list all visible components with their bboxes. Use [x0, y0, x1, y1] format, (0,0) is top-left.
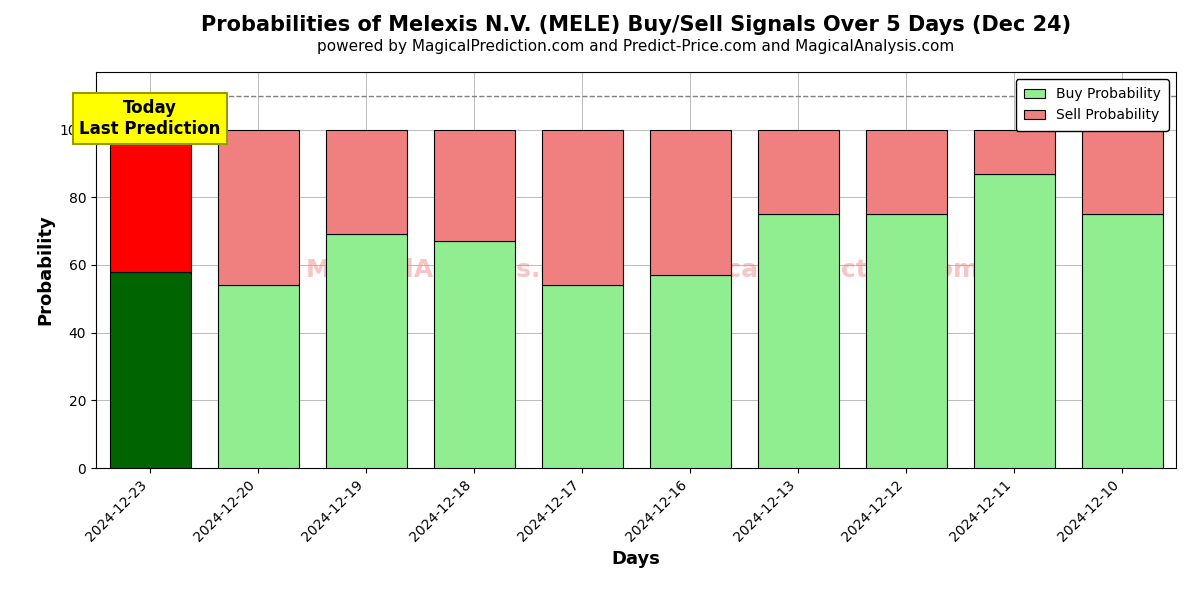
Bar: [325, 235, 407, 468]
Bar: [541, 285, 623, 468]
Bar: [973, 130, 1055, 173]
Bar: [433, 130, 515, 241]
Bar: [217, 285, 299, 468]
Bar: [433, 241, 515, 468]
X-axis label: Days: Days: [612, 550, 660, 568]
Bar: [1081, 130, 1163, 214]
Bar: [325, 130, 407, 235]
Text: Today
Last Prediction: Today Last Prediction: [79, 99, 221, 138]
Bar: [649, 275, 731, 468]
Bar: [865, 130, 947, 214]
Legend: Buy Probability, Sell Probability: Buy Probability, Sell Probability: [1015, 79, 1169, 131]
Bar: [217, 130, 299, 285]
Bar: [109, 130, 191, 272]
Bar: [541, 130, 623, 285]
Text: MagicalPrediction.com: MagicalPrediction.com: [659, 258, 980, 282]
Text: Probabilities of Melexis N.V. (MELE) Buy/Sell Signals Over 5 Days (Dec 24): Probabilities of Melexis N.V. (MELE) Buy…: [200, 15, 1072, 35]
Bar: [973, 173, 1055, 468]
Bar: [649, 130, 731, 275]
Bar: [109, 272, 191, 468]
Y-axis label: Probability: Probability: [36, 215, 54, 325]
Bar: [757, 214, 839, 468]
Bar: [1081, 214, 1163, 468]
Text: MagicalAnalysis.com: MagicalAnalysis.com: [306, 258, 599, 282]
Bar: [757, 130, 839, 214]
Text: powered by MagicalPrediction.com and Predict-Price.com and MagicalAnalysis.com: powered by MagicalPrediction.com and Pre…: [317, 39, 955, 54]
Bar: [865, 214, 947, 468]
